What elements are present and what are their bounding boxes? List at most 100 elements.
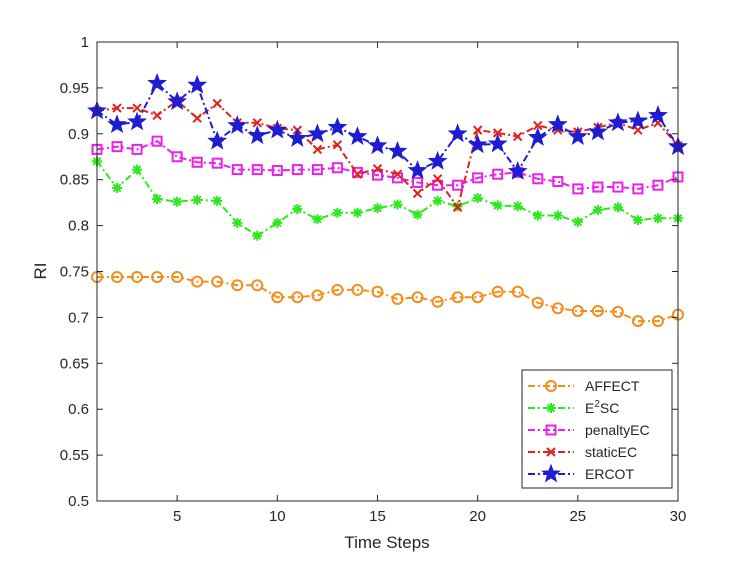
- data-point-ercot: [387, 140, 408, 160]
- data-point-staticec: [132, 103, 142, 113]
- series-penaltyec: [91, 135, 684, 195]
- data-point-affect: [211, 275, 224, 288]
- data-point-ercot: [628, 110, 648, 130]
- data-point-e2sc: [612, 202, 623, 213]
- data-point-affect: [271, 291, 284, 304]
- data-point-ercot: [367, 135, 388, 155]
- data-point-staticec: [412, 188, 423, 199]
- data-point-staticec: [492, 128, 503, 138]
- x-tick-label: 15: [369, 508, 386, 525]
- data-point-penaltyec: [331, 162, 343, 174]
- data-point-affect: [291, 291, 304, 304]
- data-point-ercot: [407, 160, 428, 179]
- data-point-penaltyec: [612, 181, 624, 193]
- legend-item-e2sc: E2SC: [528, 399, 619, 416]
- data-point-ercot: [107, 114, 127, 134]
- data-point-staticec: [452, 202, 463, 212]
- data-point-e2sc: [172, 196, 183, 207]
- data-point-e2sc: [572, 216, 583, 227]
- data-point-affect: [631, 315, 644, 328]
- data-point-penaltyec: [311, 164, 323, 176]
- data-point-e2sc: [412, 209, 423, 220]
- data-point-affect: [491, 285, 504, 298]
- y-tick-label: 0.55: [60, 447, 89, 464]
- data-point-ercot: [147, 72, 168, 92]
- data-point-ercot: [487, 133, 508, 153]
- data-point-affect: [251, 279, 264, 292]
- y-tick-label: 0.85: [60, 172, 89, 189]
- data-point-affect: [131, 271, 144, 284]
- data-point-e2sc: [512, 201, 523, 212]
- data-point-penaltyec: [371, 169, 383, 181]
- data-point-e2sc: [252, 230, 263, 241]
- data-point-ercot: [307, 123, 328, 143]
- data-point-affect: [431, 295, 444, 308]
- data-point-staticec: [352, 169, 363, 179]
- data-point-e2sc: [272, 217, 283, 228]
- data-point-penaltyec: [131, 143, 143, 155]
- data-point-e2sc: [112, 182, 123, 193]
- data-point-ercot: [167, 91, 188, 111]
- legend-label: AFFECT: [585, 378, 640, 394]
- data-point-ercot: [567, 126, 588, 145]
- y-tick-label: 0.7: [68, 309, 89, 326]
- legend-item-penaltyec: penaltyEC: [528, 422, 650, 438]
- data-point-e2sc: [192, 194, 203, 205]
- data-point-ercot: [607, 112, 628, 132]
- data-point-e2sc: [472, 193, 483, 204]
- data-point-affect: [451, 291, 464, 304]
- data-point-ercot: [427, 150, 448, 170]
- data-point-ercot: [207, 130, 228, 150]
- data-point-staticec: [112, 103, 122, 113]
- data-point-penaltyec: [251, 164, 263, 176]
- legend-marker: [541, 463, 561, 483]
- data-point-affect: [471, 291, 484, 304]
- data-point-staticec: [472, 125, 483, 135]
- y-axis-label: RI: [31, 263, 50, 280]
- series-e2sc: [92, 156, 683, 241]
- data-point-e2sc: [312, 214, 323, 225]
- data-point-penaltyec: [151, 135, 163, 147]
- data-point-e2sc: [292, 204, 303, 215]
- y-tick-label: 0.65: [60, 355, 89, 372]
- data-point-staticec: [392, 169, 403, 179]
- data-point-affect: [171, 271, 184, 284]
- data-point-ercot: [247, 125, 268, 145]
- data-point-affect: [411, 291, 424, 304]
- data-point-penaltyec: [171, 151, 183, 163]
- data-point-staticec: [432, 174, 443, 184]
- legend-marker: [545, 380, 557, 392]
- data-point-ercot: [287, 127, 308, 147]
- data-point-affect: [311, 289, 324, 302]
- y-tick-label: 0.5: [68, 493, 89, 510]
- data-point-staticec: [633, 125, 643, 135]
- data-point-penaltyec: [452, 179, 464, 191]
- data-point-affect: [531, 296, 544, 309]
- data-point-penaltyec: [211, 157, 223, 169]
- data-point-e2sc: [532, 210, 543, 221]
- y-tick-label: 0.8: [68, 218, 89, 235]
- data-point-ercot: [547, 114, 568, 134]
- data-point-affect: [391, 293, 404, 306]
- y-tick-label: 0.9: [68, 126, 89, 143]
- data-point-staticec: [212, 98, 222, 109]
- data-point-e2sc: [552, 210, 563, 221]
- data-point-penaltyec: [632, 183, 644, 195]
- data-point-affect: [651, 315, 664, 328]
- data-point-e2sc: [352, 207, 363, 218]
- data-point-e2sc: [592, 204, 603, 215]
- x-tick-label: 30: [670, 508, 687, 525]
- x-ticks: 5 10 15 20 25 30: [173, 42, 686, 525]
- data-point-e2sc: [632, 215, 643, 226]
- data-point-penaltyec: [552, 176, 564, 188]
- data-point-e2sc: [152, 193, 163, 204]
- series-line-affect: [97, 276, 679, 323]
- series-affect: [91, 271, 684, 328]
- y-ticks: 0.5 0.55 0.6 0.65 0.7 0.75 0.8 0.85 0.9 0.95 1: [60, 34, 678, 510]
- legend-item-ercot: ERCOT: [528, 463, 634, 483]
- data-point-e2sc: [132, 164, 143, 175]
- data-point-staticec: [332, 140, 343, 150]
- data-point-e2sc: [372, 203, 383, 214]
- data-point-e2sc: [212, 195, 223, 206]
